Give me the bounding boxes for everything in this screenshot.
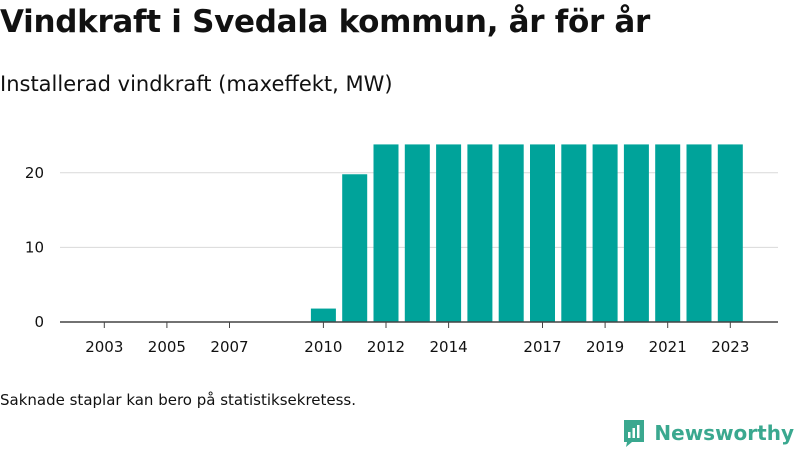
bars [310, 144, 743, 322]
x-tick-label-2007: 2007 [210, 338, 248, 356]
y-tick-label-20: 20 [25, 164, 44, 182]
bar-2015 [467, 144, 493, 322]
bar-2013 [404, 144, 430, 322]
bar-2019 [592, 144, 618, 322]
bar-2011 [342, 174, 368, 322]
bar-2017 [530, 144, 555, 322]
bar-2018 [561, 144, 587, 322]
bar-2023 [717, 144, 743, 322]
x-tick-label-2014: 2014 [430, 338, 468, 356]
x-tick-label-2012: 2012 [367, 338, 405, 356]
axes: 0 10 20 2003 2005 2007 2010 2012 2014 2017 2019 202… [25, 164, 778, 356]
chart-subtitle: Installerad vindkraft (maxeffekt, MW) [0, 72, 393, 96]
footnote: Saknade staplar kan bero på statistiksek… [0, 391, 357, 409]
newsworthy-logo-icon [622, 418, 646, 448]
x-tick-label-2023: 2023 [711, 338, 749, 356]
brand: Newsworthy [622, 418, 794, 448]
x-tick-label-2021: 2021 [649, 338, 687, 356]
bar-2020 [623, 144, 649, 322]
x-tick-label-2010: 2010 [304, 338, 342, 356]
bar-2021 [655, 144, 681, 322]
bar-2012 [373, 144, 399, 322]
bar-2022 [686, 144, 712, 322]
bar-2010 [310, 308, 336, 322]
chart-title: Vindkraft i Svedala kommun, år för år [0, 4, 651, 40]
x-tick-label-2005: 2005 [148, 338, 186, 356]
x-tick-label-2003: 2003 [85, 338, 123, 356]
bar-2016 [498, 144, 524, 322]
brand-name: Newsworthy [654, 421, 794, 445]
y-tick-label-0: 0 [34, 313, 44, 331]
bar-chart: 0 10 20 2003 2005 2007 2010 2012 2014 2017 2019 202… [25, 144, 778, 356]
x-tick-label-2017: 2017 [523, 338, 561, 356]
x-tick-label-2019: 2019 [586, 338, 624, 356]
y-tick-label-10: 10 [25, 238, 44, 256]
bar-2014 [436, 144, 462, 322]
